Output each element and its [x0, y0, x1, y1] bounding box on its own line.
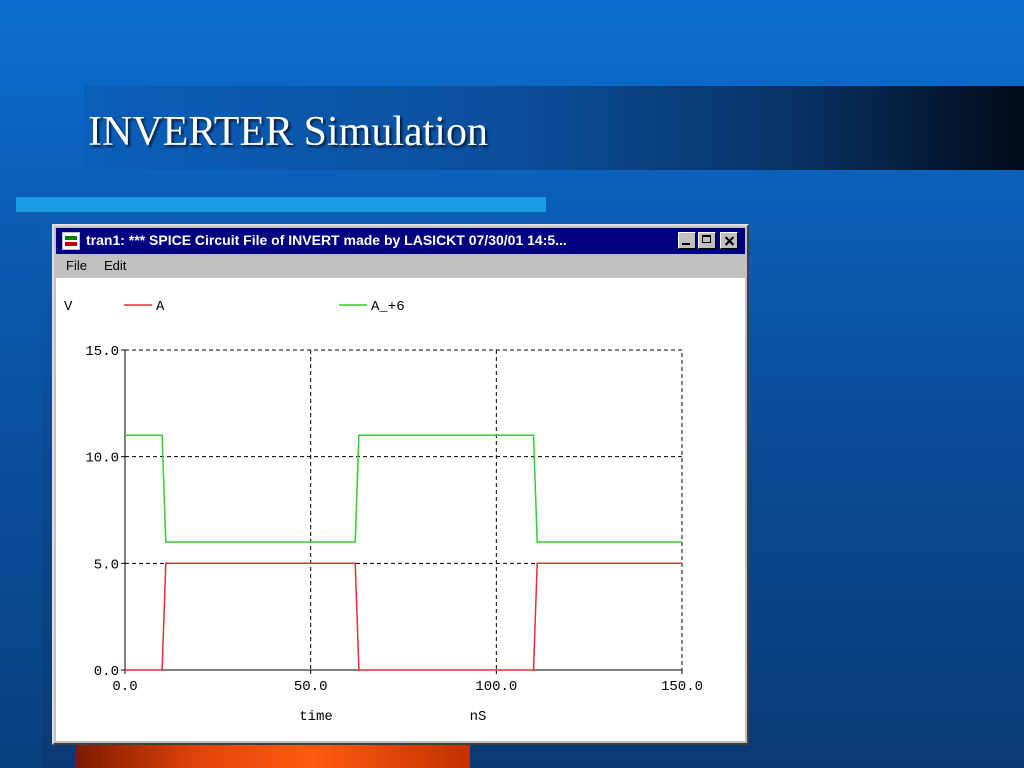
y-tick-label: 5.0: [94, 557, 119, 573]
window-title: tran1: *** SPICE Circuit File of INVERT …: [86, 232, 567, 248]
bottom-accent-bar: [76, 745, 470, 768]
accent-bar: [16, 197, 546, 212]
series-line: [125, 434, 682, 543]
window-titlebar[interactable]: tran1: *** SPICE Circuit File of INVERT …: [56, 228, 745, 254]
y-tick-label: 0.0: [94, 664, 119, 680]
x-axis-label: time: [299, 709, 333, 725]
menu-edit[interactable]: Edit: [104, 258, 127, 273]
plot-frame: [124, 349, 683, 671]
minimize-button[interactable]: [678, 232, 696, 249]
left-stripe: [0, 212, 42, 768]
x-tick-label: 0.0: [112, 679, 137, 695]
maximize-button[interactable]: [698, 232, 716, 249]
legend-label: A: [156, 299, 165, 315]
x-tick-label: 50.0: [294, 679, 328, 695]
title-band: [84, 86, 1024, 170]
y-tick-label: 15.0: [85, 344, 119, 360]
x-unit-label: nS: [470, 709, 487, 725]
y-axis-label: V: [64, 299, 73, 315]
menubar: File Edit: [56, 255, 745, 277]
spice-plot-window: tran1: *** SPICE Circuit File of INVERT …: [52, 224, 749, 745]
legend-label: A_+6: [371, 299, 405, 315]
x-tick-label: 100.0: [475, 679, 517, 695]
y-tick-label: 10.0: [85, 451, 119, 467]
slide-title: INVERTER Simulation: [88, 109, 488, 155]
x-tick-label: 150.0: [661, 679, 703, 695]
menu-file[interactable]: File: [66, 258, 87, 273]
close-button[interactable]: [720, 232, 738, 249]
app-icon[interactable]: [62, 232, 80, 250]
series-line: [125, 562, 682, 671]
